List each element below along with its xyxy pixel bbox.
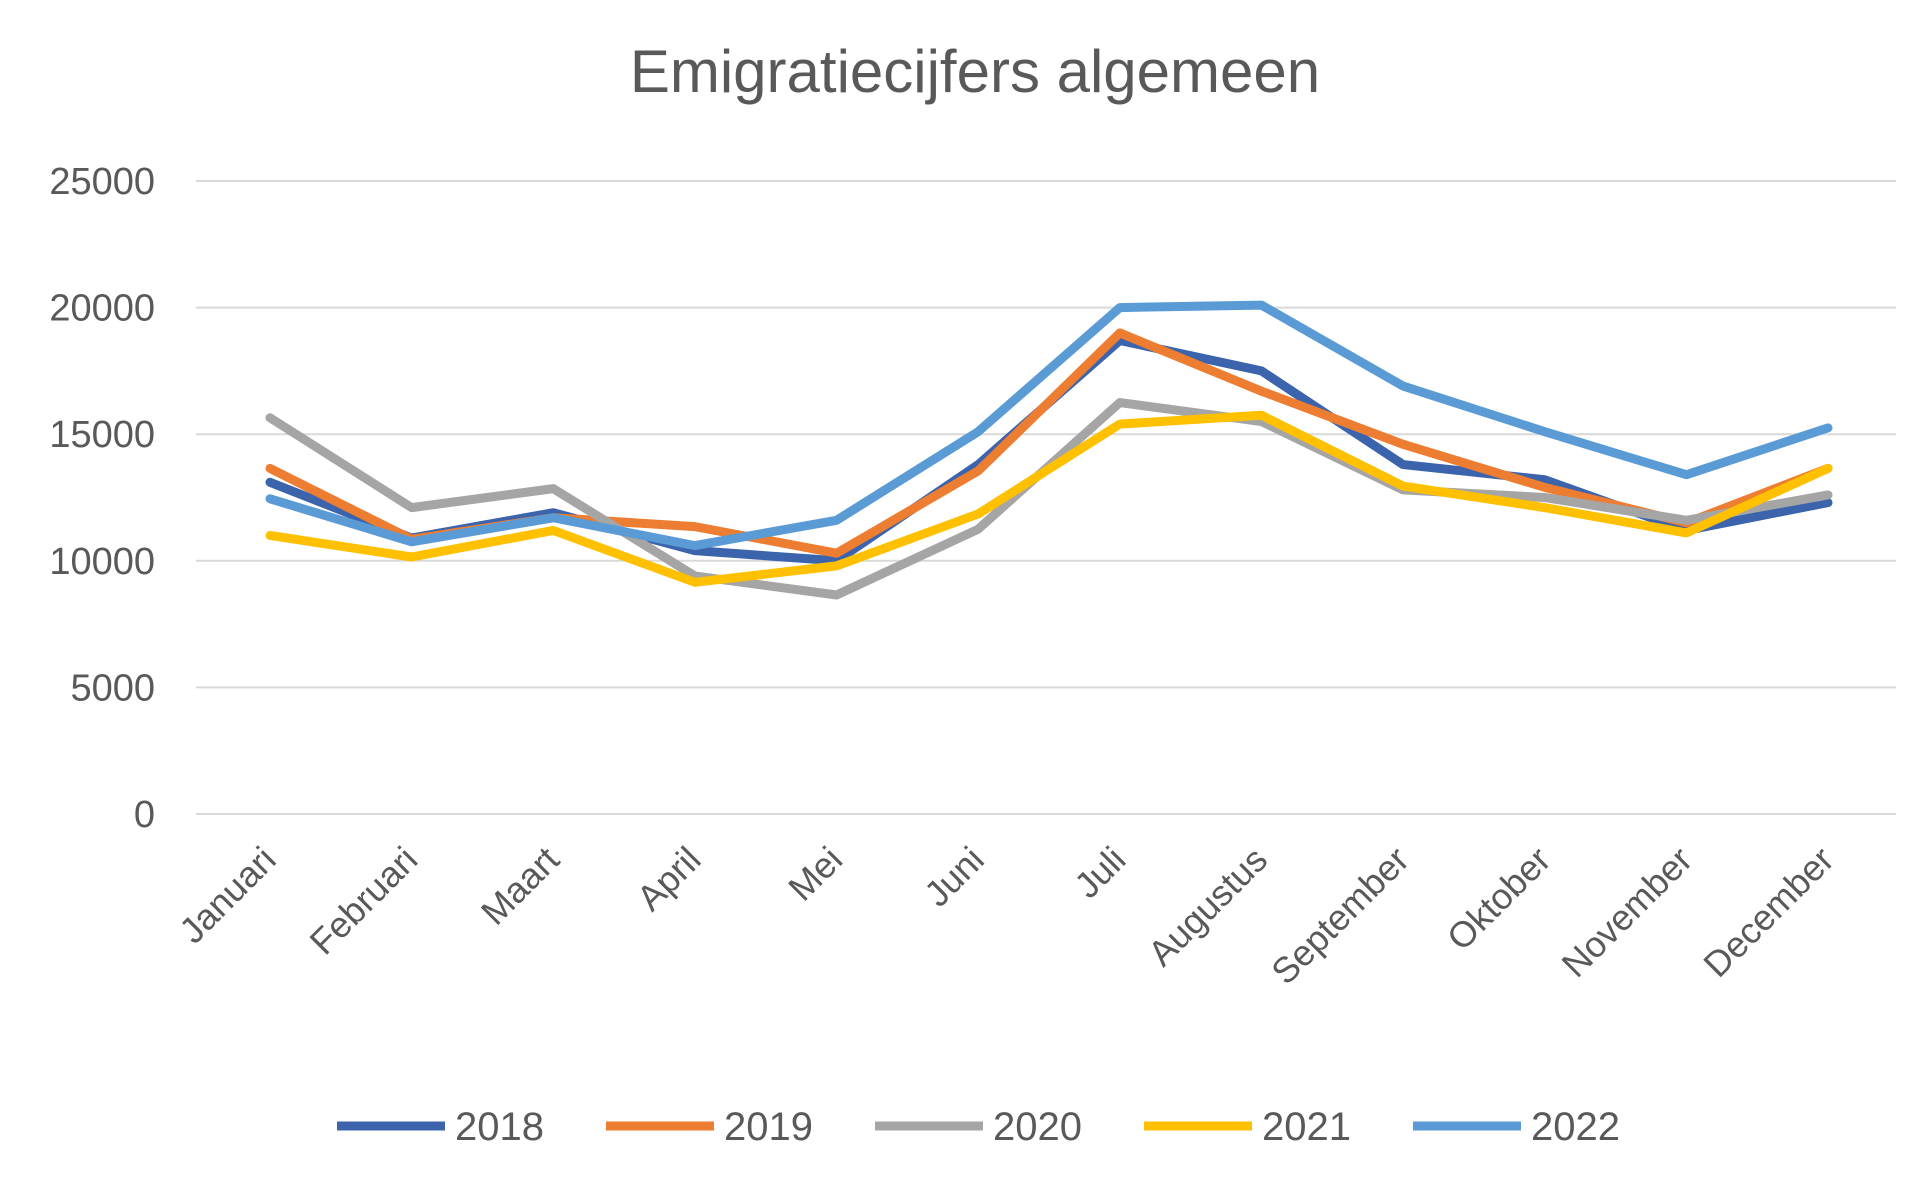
x-tick-label: Augustus xyxy=(1140,839,1275,974)
y-tick-label: 5000 xyxy=(70,667,155,709)
legend-item-2019: 2019 xyxy=(606,1105,813,1149)
chart-title: Emigratiecijfers algemeen xyxy=(630,38,1320,105)
gridlines xyxy=(196,181,1896,814)
y-tick-label: 0 xyxy=(134,794,155,836)
x-tick-label: November xyxy=(1554,839,1700,985)
x-tick-label: December xyxy=(1695,839,1841,985)
legend-label: 2022 xyxy=(1531,1105,1620,1149)
y-tick-label: 10000 xyxy=(49,541,155,583)
x-tick-label: Mei xyxy=(780,839,850,909)
legend-label: 2018 xyxy=(455,1105,544,1149)
x-tick-label: Juni xyxy=(916,839,992,915)
legend-item-2021: 2021 xyxy=(1144,1105,1351,1149)
x-tick-label: April xyxy=(629,839,709,919)
x-tick-label: September xyxy=(1263,839,1417,993)
legend-item-2022: 2022 xyxy=(1413,1105,1620,1149)
y-tick-label: 15000 xyxy=(49,414,155,456)
x-tick-label: Oktober xyxy=(1439,839,1559,959)
legend-label: 2021 xyxy=(1262,1105,1351,1149)
x-tick-label: Januari xyxy=(171,839,283,951)
legend-label: 2020 xyxy=(993,1105,1082,1149)
x-tick-label: Februari xyxy=(302,839,426,963)
legend-label: 2019 xyxy=(724,1105,813,1149)
y-tick-label: 25000 xyxy=(49,161,155,203)
series-lines xyxy=(270,305,1828,595)
x-tick-label: Maart xyxy=(473,839,567,933)
legend-item-2018: 2018 xyxy=(337,1105,544,1149)
x-tick-label: Juli xyxy=(1066,839,1133,906)
legend-item-2020: 2020 xyxy=(875,1105,1082,1149)
y-axis: 0 5000 10000 15000 20000 25000 xyxy=(49,161,155,836)
y-tick-label: 20000 xyxy=(49,288,155,330)
legend: 2018 2019 2020 2021 2022 xyxy=(337,1105,1620,1149)
